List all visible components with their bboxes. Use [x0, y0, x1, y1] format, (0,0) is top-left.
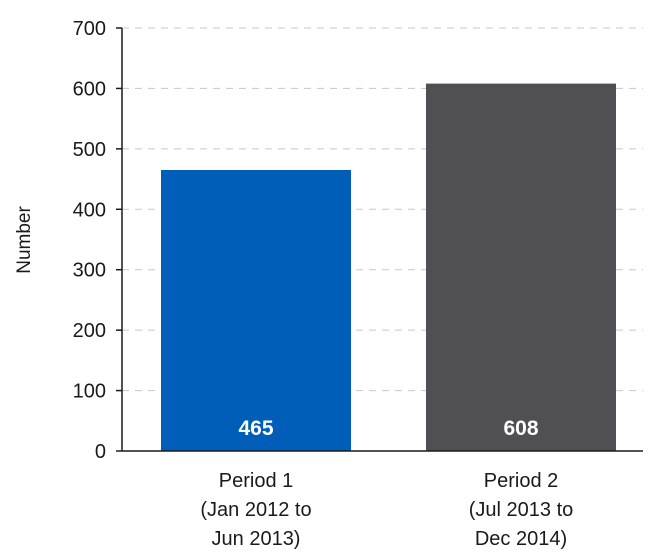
- x-category-label: Period 1: [219, 470, 294, 492]
- y-tick-label: 0: [95, 441, 106, 463]
- bar: [161, 170, 351, 451]
- x-category-label: (Jan 2012 to: [200, 499, 311, 521]
- y-tick-label: 700: [73, 18, 106, 40]
- x-category-label: Dec 2014): [475, 528, 567, 550]
- y-tick-label: 200: [73, 320, 106, 342]
- y-tick-label: 400: [73, 199, 106, 221]
- y-tick-label: 500: [73, 139, 106, 161]
- axes: [116, 27, 643, 452]
- x-category-label: Jun 2013): [212, 528, 301, 550]
- x-category-label: Period 2: [484, 470, 559, 492]
- bars: [161, 83, 616, 451]
- y-tick-label: 600: [73, 78, 106, 100]
- bar-value-label: 608: [503, 417, 538, 440]
- bar-value-label: 465: [238, 417, 273, 440]
- y-axis-title: Number: [14, 206, 35, 274]
- bar: [426, 83, 616, 451]
- y-tick-label: 300: [73, 260, 106, 282]
- labels: 0 100 200 300 400 500 600 700 465 Period 1 (Jan 20…: [73, 18, 574, 550]
- x-category-label: (Jul 2013 to: [469, 499, 574, 521]
- y-tick-label: 100: [73, 381, 106, 403]
